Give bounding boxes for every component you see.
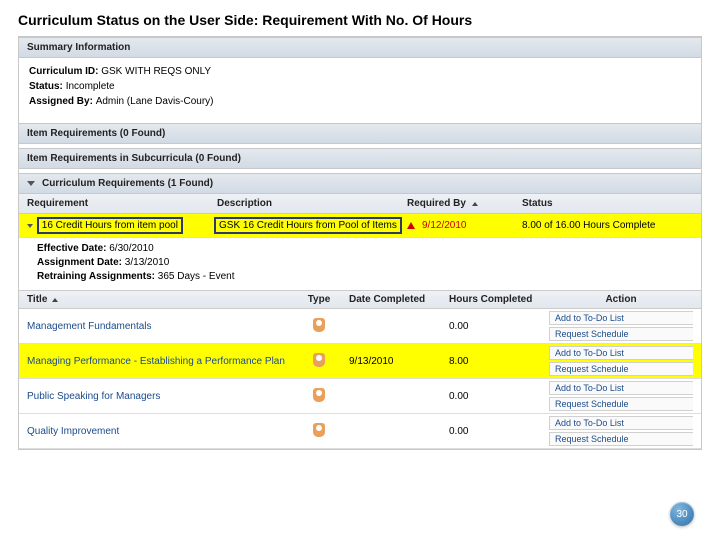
app-panel: Summary Information Curriculum ID: GSK W…	[18, 36, 702, 450]
req-columns-row: Requirement Description Required By Stat…	[19, 194, 701, 214]
add-to-todo-button[interactable]: Add to To-Do List	[549, 346, 693, 360]
chevron-down-icon	[27, 181, 35, 186]
sub-reqs-header[interactable]: Item Requirements in Subcurricula (0 Fou…	[19, 148, 701, 169]
add-to-todo-button[interactable]: Add to To-Do List	[549, 311, 693, 325]
col-action[interactable]: Action	[549, 294, 693, 305]
hours-completed: 0.00	[449, 321, 549, 332]
requirement-desc: GSK 16 Credit Hours from Pool of Items	[214, 217, 402, 234]
request-schedule-button[interactable]: Request Schedule	[549, 327, 693, 341]
date-completed: 9/13/2010	[349, 356, 449, 367]
col-date-completed[interactable]: Date Completed	[349, 294, 449, 305]
col-title[interactable]: Title	[27, 294, 289, 305]
col-hours-completed[interactable]: Hours Completed	[449, 294, 549, 305]
assignment-date-label: Assignment Date:	[37, 257, 122, 268]
required-by-date: 9/12/2010	[422, 220, 467, 231]
col-required-by-label: Required By	[407, 198, 466, 209]
table-row: Management Fundamentals 0.00Add to To-Do …	[19, 309, 701, 344]
retraining-value: 365 Days - Event	[158, 271, 235, 282]
sort-asc-icon	[52, 298, 58, 302]
assignment-date: 3/13/2010	[125, 257, 170, 268]
person-icon	[313, 318, 325, 332]
table-row: Quality Improvement 0.00Add to To-Do List…	[19, 414, 701, 449]
status-value: Incomplete	[66, 81, 115, 92]
item-title-link[interactable]: Public Speaking for Managers	[27, 391, 160, 402]
curr-reqs-header[interactable]: Curriculum Requirements (1 Found)	[19, 173, 701, 194]
requirement-status: 8.00 of 16.00 Hours Complete	[522, 220, 693, 231]
add-to-todo-button[interactable]: Add to To-Do List	[549, 416, 693, 430]
person-icon	[313, 353, 325, 367]
request-schedule-button[interactable]: Request Schedule	[549, 397, 693, 411]
col-status[interactable]: Status	[522, 198, 693, 209]
item-reqs-header[interactable]: Item Requirements (0 Found)	[19, 123, 701, 144]
table-row: Public Speaking for Managers 0.00Add to T…	[19, 379, 701, 414]
items-columns-row: Title Type Date Completed Hours Complete…	[19, 291, 701, 309]
requirement-details: Effective Date: 6/30/2010 Assignment Dat…	[19, 238, 701, 291]
person-icon	[313, 388, 325, 402]
item-title-link[interactable]: Quality Improvement	[27, 426, 119, 437]
requirement-row[interactable]: 16 Credit Hours from item pool GSK 16 Cr…	[19, 214, 701, 238]
curr-reqs-label: Curriculum Requirements (1 Found)	[42, 178, 213, 189]
curriculum-id-label: Curriculum ID:	[29, 66, 98, 77]
item-title-link[interactable]: Management Fundamentals	[27, 321, 152, 332]
summary-header-label: Summary Information	[27, 42, 130, 53]
request-schedule-button[interactable]: Request Schedule	[549, 362, 693, 376]
col-requirement[interactable]: Requirement	[27, 198, 217, 209]
table-row: Managing Performance - Establishing a Pe…	[19, 344, 701, 379]
add-to-todo-button[interactable]: Add to To-Do List	[549, 381, 693, 395]
col-description[interactable]: Description	[217, 198, 407, 209]
warning-icon	[407, 222, 415, 229]
hours-completed: 0.00	[449, 391, 549, 402]
col-type[interactable]: Type	[289, 294, 349, 305]
sub-reqs-label: Item Requirements in Subcurricula (0 Fou…	[27, 153, 241, 164]
page-title: Curriculum Status on the User Side: Requ…	[0, 0, 720, 36]
effective-date-label: Effective Date:	[37, 243, 106, 254]
person-icon	[313, 423, 325, 437]
request-schedule-button[interactable]: Request Schedule	[549, 432, 693, 446]
curriculum-id-value: GSK WITH REQS ONLY	[101, 66, 211, 77]
assigned-by-value: Admin (Lane Davis-Coury)	[96, 96, 214, 107]
summary-header[interactable]: Summary Information	[19, 37, 701, 58]
item-title-link[interactable]: Managing Performance - Establishing a Pe…	[27, 356, 285, 367]
chevron-down-icon	[27, 224, 33, 228]
assigned-by-label: Assigned By:	[29, 96, 93, 107]
hours-completed: 0.00	[449, 426, 549, 437]
status-label: Status:	[29, 81, 63, 92]
retraining-label: Retraining Assignments:	[37, 271, 155, 282]
effective-date: 6/30/2010	[109, 243, 154, 254]
requirement-name: 16 Credit Hours from item pool	[37, 217, 183, 234]
col-title-label: Title	[27, 294, 47, 305]
hours-completed: 8.00	[449, 356, 549, 367]
summary-body: Curriculum ID: GSK WITH REQS ONLY Status…	[19, 58, 701, 119]
page-number-badge: 30	[670, 502, 694, 526]
sort-asc-icon	[472, 202, 478, 206]
items-body: Management Fundamentals0.00Add to To-Do …	[19, 309, 701, 449]
item-reqs-label: Item Requirements (0 Found)	[27, 128, 165, 139]
col-required-by[interactable]: Required By	[407, 198, 522, 209]
